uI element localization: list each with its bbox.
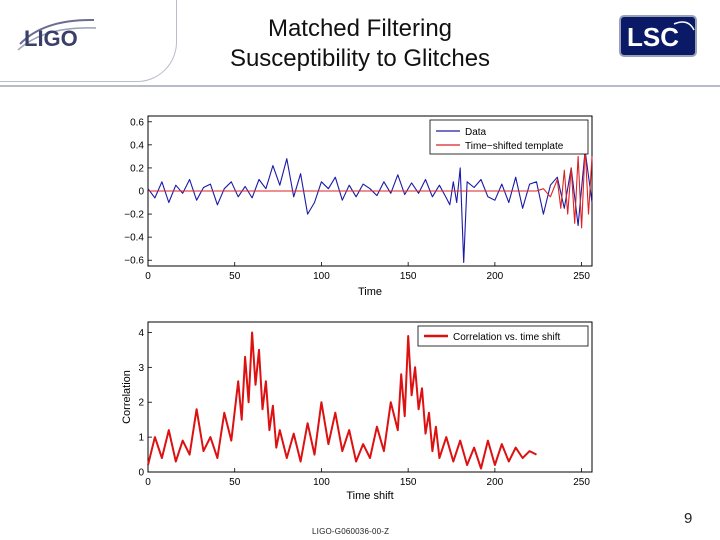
- ligo-frame-decoration: [0, 0, 177, 82]
- plot2-xtick-label: 50: [229, 477, 241, 488]
- page-number: 9: [684, 510, 693, 527]
- plot1-ytick-label: −0.6: [124, 256, 144, 267]
- title-line-2: Susceptibility to Glitches: [229, 45, 491, 72]
- plot2-ytick-label: 2: [138, 398, 144, 409]
- plot1-xlabel: Time: [358, 286, 382, 298]
- plot2-ytick-label: 4: [138, 328, 144, 339]
- plot2-series: [147, 331, 537, 470]
- plot1-series-line-0: [147, 150, 593, 264]
- plot1-ytick-label: 0.6: [130, 117, 144, 128]
- plot1-xtick-label: 100: [313, 271, 330, 282]
- legend-data-label: Data: [465, 127, 487, 138]
- plot1-ytick-label: 0.2: [130, 163, 144, 174]
- ligo-logo: LIGO: [17, 18, 97, 51]
- plot1-ytick-label: −0.4: [124, 233, 144, 244]
- plot1-xtick-label: 250: [573, 271, 590, 282]
- lsc-logo: LSC: [619, 15, 697, 57]
- plot1-ytick-label: 0: [138, 187, 144, 198]
- plot2-legend-box: [417, 325, 589, 347]
- plot1-xtick-label: 50: [229, 271, 241, 282]
- correlation-plot: 0 50 100 150 200 250 0 1 2 3 4 Time shift Correlat…: [121, 321, 593, 502]
- plot1-legend-box: [429, 119, 589, 155]
- slide-header: LIGO Matched Filtering Susceptibility to…: [0, 0, 720, 88]
- document-id: LIGO-G060036-00-Z: [312, 527, 390, 536]
- plot1-ticks: 0 50 100 150 200 250 0.6 0.4 0.2 0 −0.2 −0.4 −0.6: [124, 117, 590, 282]
- plot1-series: [147, 146, 593, 264]
- legend-template-label: Time−shifted template: [465, 141, 564, 152]
- plot2-frame: [147, 321, 593, 473]
- plot2-ytick-label: 3: [138, 363, 144, 374]
- plot2-xtick-label: 200: [487, 477, 504, 488]
- plot2-series-line-0: [147, 331, 537, 470]
- plot2-xlabel: Time shift: [346, 490, 393, 502]
- plot2-xtick-label: 250: [573, 477, 590, 488]
- plot2-xtick-label: 150: [400, 477, 417, 488]
- slide-title: Matched Filtering Susceptibility to Glit…: [150, 14, 570, 74]
- title-line-1: Matched Filtering: [267, 15, 453, 42]
- legend-correlation-label: Correlation vs. time shift: [453, 332, 560, 343]
- plot1-ytick-label: 0.4: [130, 140, 144, 151]
- time-series-plot: 0 50 100 150 200 250 0.6 0.4 0.2 0 −0.2 −0.4 −0.6 Ti…: [124, 115, 593, 298]
- plot1-xtick-label: 200: [487, 271, 504, 282]
- plot2-ticks: 0 50 100 150 200 250 0 1 2 3 4: [138, 328, 590, 488]
- ligo-logo-text: LIGO: [24, 26, 78, 51]
- plot1-series-line-1: [148, 146, 593, 229]
- plot1-xtick-label: 150: [400, 271, 417, 282]
- plot1-legend: Data Time−shifted template: [429, 119, 589, 155]
- lsc-logo-text: LSC: [627, 22, 679, 52]
- plot2-xtick-label: 100: [313, 477, 330, 488]
- plot2-ytick-label: 1: [138, 433, 144, 444]
- plot1-xtick-label: 0: [145, 271, 151, 282]
- header-rule: [0, 85, 720, 87]
- plot2-ytick-label: 0: [138, 468, 144, 479]
- plot2-legend: Correlation vs. time shift: [417, 325, 589, 347]
- plot1-ytick-label: −0.2: [124, 210, 144, 221]
- plot2-xtick-label: 0: [145, 477, 151, 488]
- plot2-ylabel: Correlation: [121, 370, 133, 424]
